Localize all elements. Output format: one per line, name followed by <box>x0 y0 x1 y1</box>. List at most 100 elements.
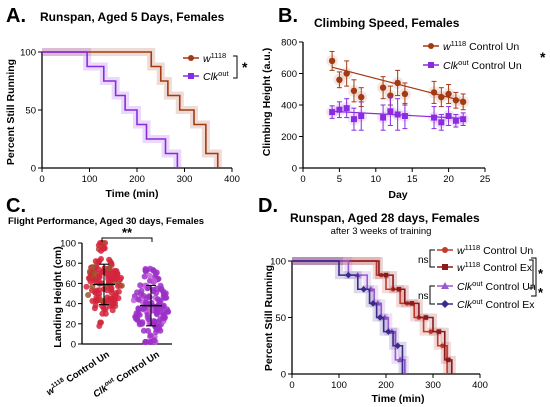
data-point <box>459 98 467 106</box>
data-point <box>93 297 100 303</box>
data-point <box>92 289 99 295</box>
data-point <box>329 109 336 116</box>
data-point <box>430 89 438 96</box>
data-point <box>151 337 158 344</box>
censor-marker <box>394 342 402 350</box>
panel-c-plot: 0 20 40 60 80 100 <box>60 239 172 351</box>
x-tick-label: 200 <box>129 174 145 185</box>
data-point <box>102 306 109 313</box>
panel-a-plot: 0 50 100 0 100 200 300 400 <box>20 48 240 186</box>
data-point <box>100 244 107 251</box>
data-point <box>151 278 158 284</box>
censor-marker <box>360 285 367 293</box>
x-tick-label: 100 <box>82 174 98 185</box>
censor-marker <box>428 329 433 334</box>
data-point <box>145 284 152 291</box>
data-point <box>140 327 147 334</box>
data-point <box>147 265 154 272</box>
panel-d-xlabel: Time (min) <box>372 393 425 405</box>
data-point <box>358 113 365 120</box>
data-point <box>387 108 394 115</box>
data-point <box>134 316 141 323</box>
data-point <box>159 309 166 316</box>
data-point <box>401 113 408 120</box>
censor-marker <box>345 271 352 279</box>
significance-bracket <box>233 55 238 79</box>
y-tick-label: 200 <box>281 132 297 143</box>
legend-entry-w1118-un: w1118 Control Un <box>437 243 533 257</box>
panel-d-legend: w1118 Control Un w1118 Control Ex Clkout… <box>418 243 544 311</box>
data-point <box>153 303 160 310</box>
data-point <box>146 272 153 279</box>
censor-marker <box>396 286 402 292</box>
data-point <box>141 305 148 312</box>
y-tick-label: 50 <box>25 106 36 117</box>
significance-star: * <box>242 59 248 75</box>
svg-text:Clkout Control Un: Clkout Control Un <box>457 279 536 293</box>
data-point <box>89 264 96 271</box>
panel-a-ylabel: Percent Still Running <box>5 59 17 165</box>
data-point <box>145 316 152 322</box>
y-tick-label: 600 <box>281 69 297 80</box>
x-tick-label: 15 <box>407 174 418 185</box>
legend-entry-clkout-un: Clkout Control Un <box>437 279 536 293</box>
significance-bracket-outer <box>531 257 537 297</box>
data-point <box>160 293 167 300</box>
data-point <box>380 114 387 121</box>
ns-label: ns <box>418 255 429 266</box>
data-point <box>452 97 460 104</box>
y-tick-label: 100 <box>270 257 286 268</box>
panel-d-title: Runspan, Aged 28 days, Females <box>290 211 480 225</box>
significance-star: * <box>538 285 544 300</box>
ns-bracket <box>429 249 435 268</box>
data-point <box>328 57 336 65</box>
y-tick-label: 60 <box>65 279 76 290</box>
data-point <box>452 117 459 124</box>
panel-a-letter: A. <box>6 5 26 27</box>
data-point <box>111 275 118 282</box>
y-tick-label: 20 <box>65 319 76 330</box>
significance-bracket-inner <box>529 259 534 289</box>
data-point <box>358 93 365 101</box>
data-point <box>438 119 445 126</box>
significance-star: * <box>538 266 544 281</box>
panel-a-title: Runspan, Aged 5 Days, Females <box>40 10 225 24</box>
data-point <box>95 242 102 249</box>
panel-c: C. Flight Performance, Aged 30 days, Fem… <box>6 195 204 400</box>
data-point <box>154 310 161 317</box>
censor-marker <box>383 272 389 278</box>
data-point <box>108 285 115 292</box>
censor-marker <box>423 315 429 320</box>
data-point <box>343 70 350 77</box>
data-point <box>438 93 445 101</box>
data-point <box>142 339 149 345</box>
x-tick-label: 25 <box>480 174 491 185</box>
panel-c-ylabel: Landing Height (cm) <box>52 246 64 348</box>
legend-marker <box>188 73 194 79</box>
y-tick-label: 0 <box>281 370 286 381</box>
y-tick-label: 80 <box>65 259 76 270</box>
legend-label-w1118: w1118 <box>203 51 226 65</box>
censor-marker <box>445 357 451 363</box>
data-point <box>343 105 350 112</box>
legend-marker <box>188 55 194 61</box>
data-point <box>401 90 409 98</box>
panel-a-legend: w1118 Clkout * <box>183 51 248 83</box>
data-point <box>153 289 160 296</box>
x-tick-label: 300 <box>177 174 193 185</box>
data-point <box>146 294 153 301</box>
panel-b: B. Climbing Speed, Females Climbing Heig… <box>261 5 546 201</box>
panel-d-ylabel: Percent Still Running <box>263 265 275 371</box>
legend-marker <box>428 43 434 49</box>
data-point <box>111 296 118 303</box>
data-point <box>160 302 167 309</box>
y-tick-label: 100 <box>20 48 36 59</box>
censor-marker <box>376 314 384 321</box>
data-point <box>142 268 149 275</box>
data-point <box>135 296 142 303</box>
svg-text:w1118 Control Ex: w1118 Control Ex <box>457 260 533 274</box>
x-tick-label: 0 <box>300 174 305 185</box>
data-point <box>98 297 105 304</box>
y-tick-label: 0 <box>71 340 76 351</box>
y-tick-label: 0 <box>292 164 297 175</box>
